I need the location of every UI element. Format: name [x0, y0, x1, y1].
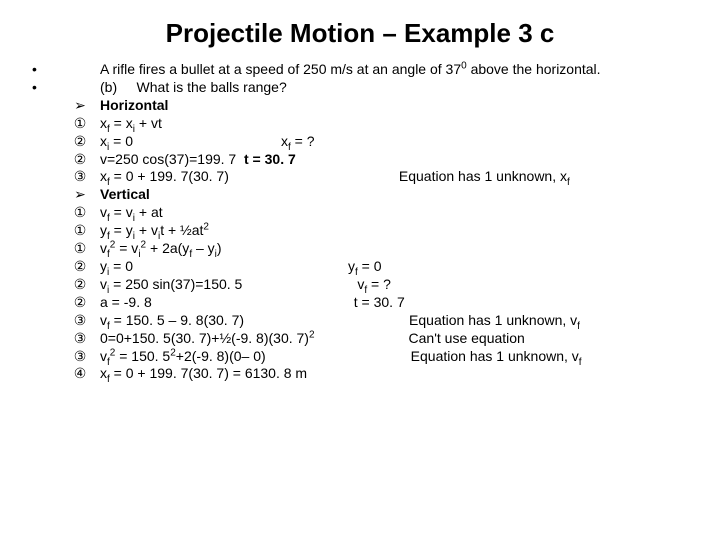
line-row: ①yf = yi + vit + ½at2	[32, 222, 700, 240]
line-row: ③vf = 150. 5 – 9. 8(30. 7)Equation has 1…	[32, 312, 700, 330]
line-text: v=250 cos(37)=199. 7 t = 30. 7	[100, 151, 700, 169]
line-text: vf = vi + at	[100, 204, 700, 222]
sub-marker: ③	[60, 312, 100, 330]
line-text: (b) What is the balls range?	[100, 79, 700, 97]
line-row: ④xf = 0 + 199. 7(30. 7) = 6130. 8 m	[32, 365, 700, 383]
sub-marker: ①	[60, 115, 100, 133]
sub-marker: ②	[60, 294, 100, 312]
line-text: Horizontal	[100, 97, 700, 115]
sub-marker: ②	[60, 133, 100, 151]
line-text: Vertical	[100, 186, 700, 204]
sub-marker: ①	[60, 240, 100, 258]
line-text: A rifle fires a bullet at a speed of 250…	[100, 61, 700, 79]
line-text: yf = yi + vit + ½at2	[100, 222, 700, 240]
sub-marker: ③	[60, 330, 100, 348]
line-row: • A rifle fires a bullet at a speed of 25…	[32, 61, 700, 79]
line-row: ②a = -9. 8t = 30. 7	[32, 294, 700, 312]
sub-marker: ②	[60, 276, 100, 294]
line-row: ②vi = 250 sin(37)=150. 5vf = ?	[32, 276, 700, 294]
bullet-marker: •	[32, 79, 60, 97]
page-title: Projectile Motion – Example 3 c	[0, 0, 720, 61]
sub-marker: ➢	[60, 97, 100, 115]
line-row: ①vf2 = vi2 + 2a(yf – yi)	[32, 240, 700, 258]
line-text: xi = 0xf = ?	[100, 133, 700, 151]
line-row: • (b) What is the balls range?	[32, 79, 700, 97]
line-row: ②yi = 0yf = 0	[32, 258, 700, 276]
sub-marker: ③	[60, 168, 100, 186]
line-text: vf2 = 150. 52+2(-9. 8)(0– 0)Equation has…	[100, 348, 700, 366]
line-text: yi = 0yf = 0	[100, 258, 700, 276]
line-text: xf = 0 + 199. 7(30. 7)Equation has 1 unk…	[100, 168, 700, 186]
line-text: xf = 0 + 199. 7(30. 7) = 6130. 8 m	[100, 365, 700, 383]
line-text: vf2 = vi2 + 2a(yf – yi)	[100, 240, 700, 258]
line-row: ③vf2 = 150. 52+2(-9. 8)(0– 0)Equation ha…	[32, 348, 700, 366]
line-row: ①xf = xi + vt	[32, 115, 700, 133]
sub-marker: ④	[60, 365, 100, 383]
line-row: ③xf = 0 + 199. 7(30. 7)Equation has 1 un…	[32, 168, 700, 186]
line-text: 0=0+150. 5(30. 7)+½(-9. 8)(30. 7)2Can't …	[100, 330, 700, 348]
sub-marker: ①	[60, 204, 100, 222]
line-row: ➢Vertical	[32, 186, 700, 204]
line-row: ➢Horizontal	[32, 97, 700, 115]
bullet-marker: •	[32, 61, 60, 79]
sub-marker: ①	[60, 222, 100, 240]
content-body: • A rifle fires a bullet at a speed of 25…	[0, 61, 720, 383]
sub-marker: ➢	[60, 186, 100, 204]
line-text: vi = 250 sin(37)=150. 5vf = ?	[100, 276, 700, 294]
line-text: xf = xi + vt	[100, 115, 700, 133]
line-row: ③0=0+150. 5(30. 7)+½(-9. 8)(30. 7)2Can't…	[32, 330, 700, 348]
sub-marker: ③	[60, 348, 100, 366]
line-row: ②v=250 cos(37)=199. 7 t = 30. 7	[32, 151, 700, 169]
line-text: vf = 150. 5 – 9. 8(30. 7)Equation has 1 …	[100, 312, 700, 330]
line-text: a = -9. 8t = 30. 7	[100, 294, 700, 312]
line-row: ①vf = vi + at	[32, 204, 700, 222]
sub-marker: ②	[60, 258, 100, 276]
line-row: ②xi = 0xf = ?	[32, 133, 700, 151]
sub-marker: ②	[60, 151, 100, 169]
